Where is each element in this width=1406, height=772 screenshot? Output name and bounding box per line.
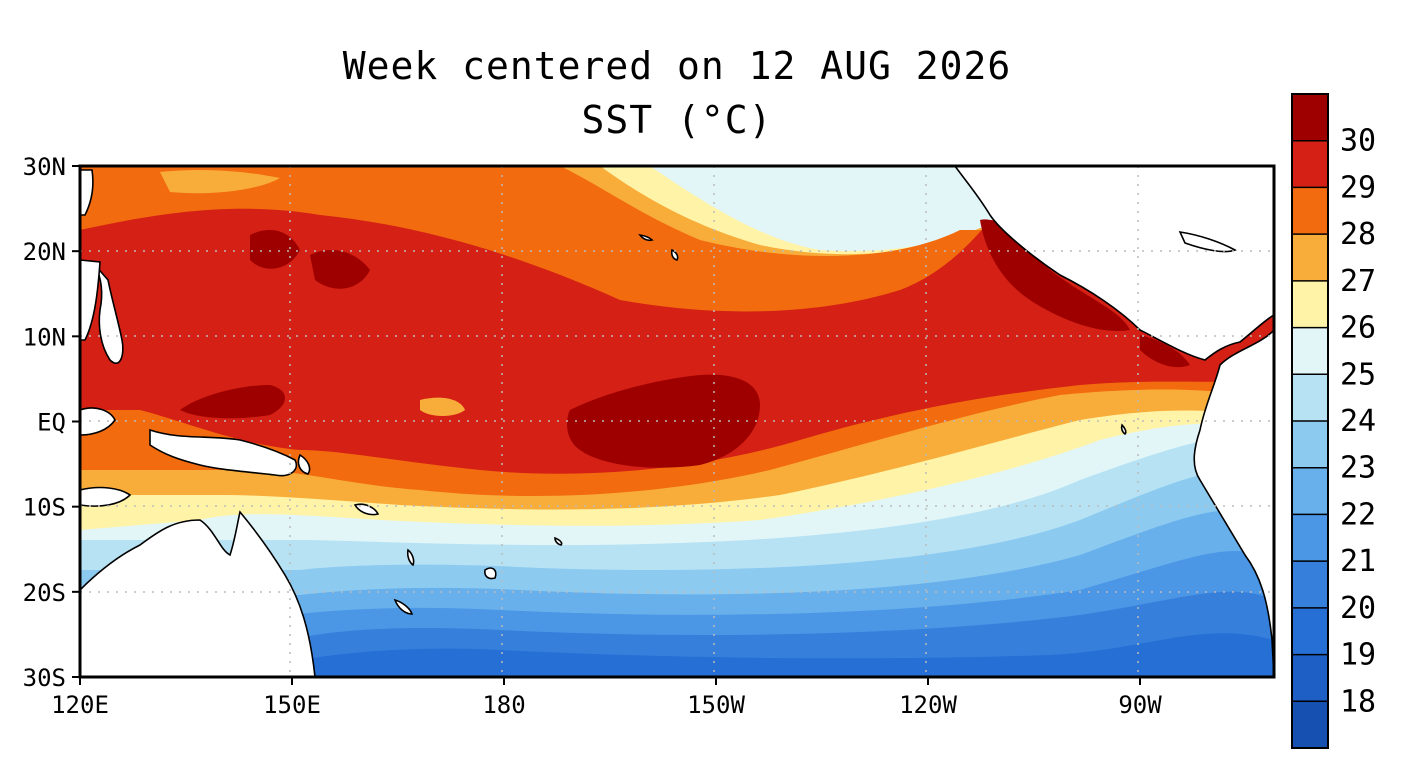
y-tick-label: 30S xyxy=(23,664,66,692)
x-tick-label: 120W xyxy=(899,691,957,719)
colorbar-segment xyxy=(1292,701,1328,749)
colorbar-labels: 30 29 28 27 26 25 24 23 22 21 20 19 18 xyxy=(1340,124,1376,720)
x-tick-label: 150E xyxy=(263,691,321,719)
colorbar-segment xyxy=(1292,561,1328,609)
map-subtitle: SST (°C) xyxy=(581,98,773,142)
x-tick-label: 120E xyxy=(51,691,109,719)
colorbar-label: 24 xyxy=(1340,404,1376,439)
colorbar-label: 18 xyxy=(1340,684,1376,719)
colorbar-label: 25 xyxy=(1340,357,1376,392)
x-tick-label: 90W xyxy=(1118,691,1162,719)
colorbar-segment xyxy=(1292,374,1328,422)
colorbar xyxy=(1291,93,1329,749)
colorbar-label: 23 xyxy=(1340,451,1376,486)
colorbar-segment xyxy=(1292,234,1328,282)
x-tick-label: 150W xyxy=(687,691,745,719)
y-axis-labels: 30N 20N 10N EQ 10S 20S 30S xyxy=(23,153,66,692)
colorbar-segment xyxy=(1292,514,1328,562)
colorbar-label: 26 xyxy=(1340,311,1376,346)
x-axis-labels: 120E 150E 180 150W 120W 90W xyxy=(51,691,1162,719)
colorbar-label: 22 xyxy=(1340,497,1376,532)
colorbar-label: 21 xyxy=(1340,544,1376,579)
colorbar-label: 19 xyxy=(1340,638,1376,673)
y-tick-label: 10S xyxy=(23,494,66,522)
y-axis-ticks xyxy=(72,165,80,678)
y-tick-label: 30N xyxy=(23,153,66,181)
colorbar-label: 30 xyxy=(1340,124,1376,159)
colorbar-segment xyxy=(1292,94,1328,142)
y-tick-label: EQ xyxy=(37,409,66,437)
grid-lines xyxy=(80,166,1274,677)
y-tick-label: 20N xyxy=(23,238,66,266)
colorbar-label: 27 xyxy=(1340,264,1376,299)
colorbar-segment xyxy=(1292,280,1328,329)
colorbar-segment xyxy=(1292,421,1328,469)
colorbar-segment xyxy=(1292,187,1328,235)
land-masses xyxy=(80,166,1274,677)
sst-field xyxy=(80,166,1274,677)
colorbar-segment xyxy=(1292,327,1328,375)
colorbar-segment xyxy=(1292,140,1328,188)
colorbar-label: 29 xyxy=(1340,170,1376,205)
y-tick-label: 20S xyxy=(23,579,66,607)
colorbar-segment xyxy=(1292,654,1328,702)
colorbar-segment xyxy=(1292,607,1328,656)
x-tick-label: 180 xyxy=(482,691,525,719)
map-title: Week centered on 12 AUG 2026 xyxy=(342,44,1012,88)
x-axis-ticks xyxy=(79,677,1141,685)
colorbar-label: 28 xyxy=(1340,217,1376,252)
colorbar-label: 20 xyxy=(1340,591,1376,626)
y-tick-label: 10N xyxy=(23,323,66,351)
colorbar-frame xyxy=(1291,93,1329,749)
colorbar-segment xyxy=(1292,467,1328,515)
